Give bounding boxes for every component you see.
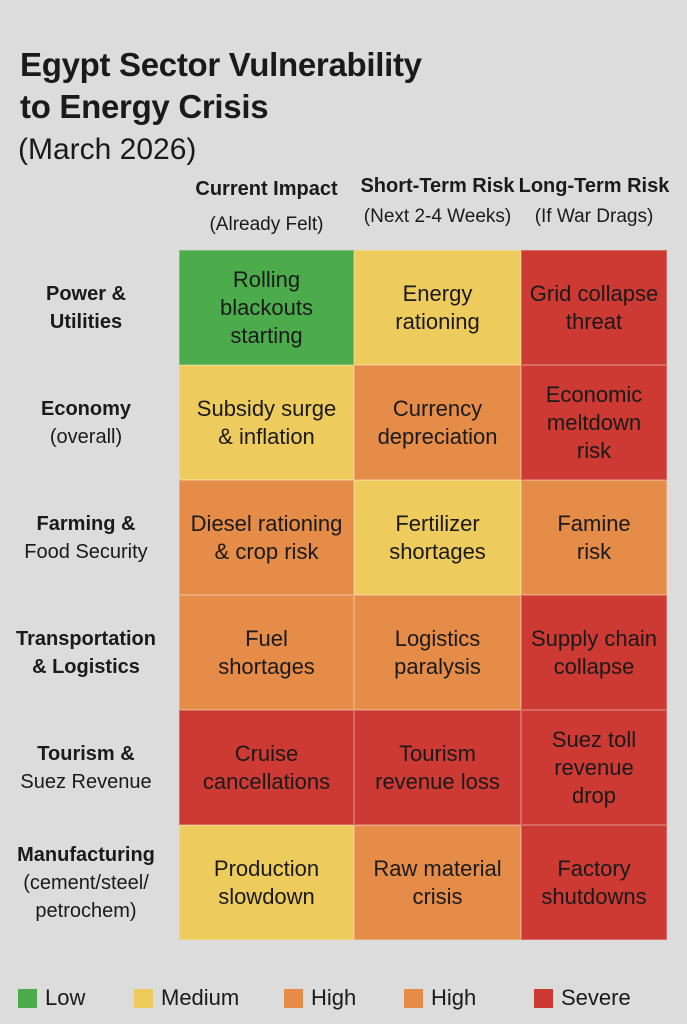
row-header-title: Transportation & Logistics bbox=[15, 627, 156, 678]
row-header-title: Tourism & bbox=[37, 742, 135, 765]
column-header-subtitle: (If War Drags) bbox=[534, 206, 654, 227]
heatmap-cell: Grid collapse threat bbox=[521, 250, 667, 365]
row-header-title: Farming & bbox=[36, 512, 136, 535]
heatmap-cell: Rolling blackouts starting bbox=[179, 250, 354, 365]
legend-label: Low bbox=[45, 985, 86, 1010]
heatmap-cell: Supply chain collapse bbox=[521, 595, 667, 710]
column-header-title: Current Impact bbox=[195, 178, 338, 200]
legend-swatch bbox=[404, 988, 423, 1008]
heatmap-cell: Production slowdown bbox=[179, 825, 354, 940]
legend-item: High bbox=[404, 984, 476, 1012]
legend-item: Medium bbox=[134, 984, 239, 1012]
legend-swatch bbox=[134, 988, 153, 1008]
row-header-title: Economy bbox=[40, 397, 132, 420]
heatmap-cell: Currency depreciation bbox=[354, 365, 521, 480]
legend: Low Medium High High Severe bbox=[0, 984, 687, 1012]
chart-subtitle: (March 2026) bbox=[18, 133, 197, 166]
row-header-subtitle: (cement/steel/petrochem) bbox=[23, 871, 149, 922]
row-header: Economy (overall) bbox=[0, 365, 172, 480]
column-header-subtitle: (Next 2-4 Weeks) bbox=[363, 206, 512, 227]
heatmap-cell: Tourism revenue loss bbox=[354, 710, 521, 825]
row-header-title: Manufacturing bbox=[17, 843, 155, 866]
row-header-title: Power & Utilities bbox=[45, 282, 127, 333]
heatmap-cell: Raw material crisis bbox=[354, 825, 521, 940]
legend-swatch bbox=[18, 988, 37, 1008]
legend-swatch bbox=[534, 988, 553, 1008]
legend-label: High bbox=[431, 985, 477, 1010]
column-header: Long-Term Risk (If War Drags) bbox=[515, 176, 673, 228]
column-header-title: Short-Term Risk bbox=[360, 175, 515, 197]
row-header-subtitle: Food Security bbox=[24, 540, 148, 563]
heatmap-cell: Subsidy surge & inflation bbox=[179, 365, 354, 480]
legend-item: Low bbox=[18, 984, 85, 1012]
heatmap-cell: Economic meltdown risk bbox=[521, 365, 667, 480]
heatmap-cell: Energy rationing bbox=[354, 250, 521, 365]
column-header: Current Impact (Already Felt) bbox=[173, 176, 360, 236]
column-header-title: Long-Term Risk bbox=[518, 175, 670, 197]
heatmap-cell: Logistics paralysis bbox=[354, 595, 521, 710]
heatmap-cell: Suez toll revenue drop bbox=[521, 710, 667, 825]
legend-label: Severe bbox=[561, 985, 631, 1010]
legend-label: Medium bbox=[161, 985, 240, 1010]
row-header-subtitle: Suez Revenue bbox=[20, 770, 152, 793]
row-header: Tourism & Suez Revenue bbox=[0, 710, 172, 825]
legend-item: Severe bbox=[534, 984, 631, 1012]
heatmap-cell: Fuel shortages bbox=[179, 595, 354, 710]
column-header: Short-Term Risk (Next 2-4 Weeks) bbox=[348, 176, 527, 228]
legend-item: High bbox=[284, 984, 356, 1012]
heatmap-cell: Diesel rationing & crop risk bbox=[179, 480, 354, 595]
heatmap-cell: Factory shutdowns bbox=[521, 825, 667, 940]
heatmap-cell: Cruise cancellations bbox=[179, 710, 354, 825]
heatmap-cell: Fertilizer shortages bbox=[354, 480, 521, 595]
legend-label: High bbox=[311, 985, 357, 1010]
row-header: Power & Utilities bbox=[0, 250, 172, 365]
row-header: Transportation & Logistics bbox=[0, 595, 172, 710]
chart-title: Egypt Sector Vulnerability to Energy Cri… bbox=[20, 46, 422, 125]
legend-swatch bbox=[284, 988, 303, 1008]
row-header: Manufacturing (cement/steel/petrochem) bbox=[0, 825, 172, 940]
heatmap-cell: Famine risk bbox=[521, 480, 667, 595]
row-header-subtitle: (overall) bbox=[49, 425, 123, 448]
row-header: Farming & Food Security bbox=[0, 480, 172, 595]
column-header-subtitle: (Already Felt) bbox=[209, 214, 324, 235]
